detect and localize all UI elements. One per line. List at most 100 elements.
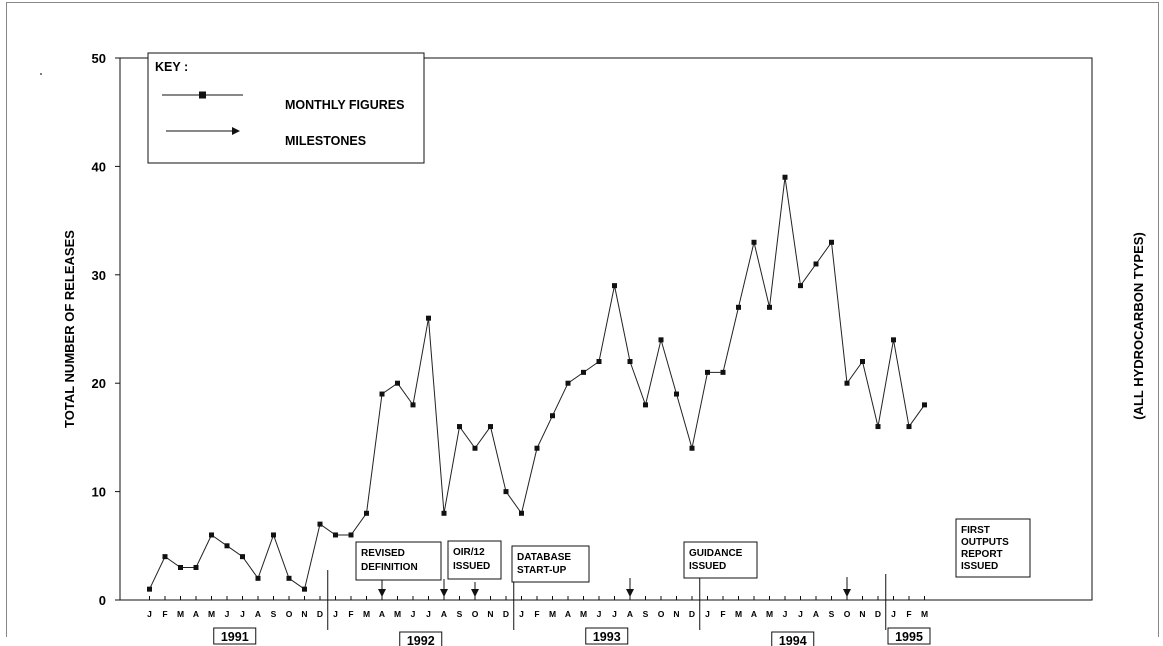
milestone-label: ISSUED: [961, 561, 998, 572]
data-point: [472, 445, 478, 451]
month-label: N: [673, 609, 679, 619]
data-point: [286, 575, 292, 581]
legend-label-monthly: MONTHLY FIGURES: [285, 98, 404, 112]
year-box: [771, 631, 815, 646]
month-label: S: [271, 609, 277, 619]
data-point: [333, 532, 338, 538]
y-tick-label: 0: [99, 593, 106, 608]
data-point: [379, 391, 385, 397]
data-point: [813, 261, 819, 267]
data-point: [674, 391, 679, 397]
month-label: A: [193, 609, 199, 619]
data-point: [255, 575, 261, 581]
month-label: J: [147, 609, 152, 619]
month-label: J: [612, 609, 617, 619]
month-label: M: [580, 609, 587, 619]
data-point: [689, 445, 695, 451]
data-point: [705, 369, 710, 375]
month-label: D: [689, 609, 695, 619]
month-label: M: [735, 609, 742, 619]
month-label: O: [844, 609, 851, 619]
data-point: [891, 337, 896, 343]
data-point: [829, 239, 834, 245]
month-label: S: [457, 609, 463, 619]
milestone-label: START-UP: [517, 565, 567, 576]
scan-speck: [40, 73, 42, 75]
month-label: A: [441, 609, 447, 619]
data-point: [782, 174, 788, 180]
data-point: [860, 359, 865, 365]
data-point: [736, 304, 741, 310]
month-label: M: [766, 609, 773, 619]
month-label: N: [487, 609, 493, 619]
data-point: [875, 424, 881, 430]
data-point: [410, 402, 416, 408]
y-axis-title-right: (ALL HYDROCARBON TYPES): [1131, 232, 1146, 420]
data-point: [302, 586, 307, 592]
month-label: J: [705, 609, 710, 619]
data-point: [720, 369, 726, 375]
y-tick-label: 30: [92, 268, 106, 283]
data-point: [147, 586, 152, 592]
month-label: A: [751, 609, 757, 619]
milestone-box: [955, 518, 1031, 578]
milestone-box: [355, 541, 442, 581]
data-point: [193, 564, 199, 570]
milestone-label: OUTPUTS: [961, 537, 1009, 548]
year-label: 1993: [593, 630, 621, 644]
month-label: A: [379, 609, 385, 619]
data-point: [488, 424, 493, 430]
milestone-label: ISSUED: [689, 561, 726, 572]
month-label: M: [208, 609, 215, 619]
month-label: J: [225, 609, 230, 619]
month-label: J: [426, 609, 431, 619]
data-point: [767, 304, 772, 310]
month-label: J: [411, 609, 416, 619]
data-point: [348, 532, 354, 538]
month-label: J: [798, 609, 803, 619]
year-box: [585, 627, 629, 645]
month-label: F: [906, 609, 911, 619]
data-point: [457, 424, 462, 430]
month-label: M: [363, 609, 370, 619]
year-box: [213, 627, 257, 645]
plot-area: [119, 57, 1093, 601]
milestone-label: GUIDANCE: [689, 548, 743, 559]
legend-title: KEY :: [155, 60, 188, 74]
month-label: A: [813, 609, 819, 619]
series-line: [149, 177, 925, 591]
y-tick-label: 50: [92, 51, 106, 66]
data-point: [534, 445, 540, 451]
milestone-label: DATABASE: [517, 552, 571, 563]
month-label: A: [255, 609, 261, 619]
data-point: [906, 424, 912, 430]
legend-label-milestones: MILESTONES: [285, 134, 366, 148]
milestone-box: [511, 545, 590, 583]
milestone-label: OIR/12: [453, 547, 485, 558]
year-box: [887, 627, 931, 645]
data-point: [844, 380, 850, 386]
month-label: S: [643, 609, 649, 619]
data-point: [317, 521, 323, 527]
month-label: N: [859, 609, 865, 619]
data-point: [209, 532, 214, 538]
data-point: [395, 380, 400, 386]
month-label: J: [891, 609, 896, 619]
month-label: N: [301, 609, 307, 619]
month-label: J: [240, 609, 245, 619]
month-label: S: [829, 609, 835, 619]
month-label: M: [394, 609, 401, 619]
data-point: [271, 532, 276, 538]
data-point: [550, 413, 555, 419]
y-tick-label: 10: [92, 485, 106, 500]
data-point: [162, 554, 168, 560]
data-point: [224, 543, 230, 549]
data-point: [658, 337, 664, 343]
y-axis-title: TOTAL NUMBER OF RELEASES: [62, 230, 77, 428]
year-box: [399, 631, 443, 646]
month-label: F: [720, 609, 725, 619]
milestone-label: REPORT: [961, 549, 1003, 560]
year-label: 1991: [221, 630, 249, 644]
month-label: M: [549, 609, 556, 619]
